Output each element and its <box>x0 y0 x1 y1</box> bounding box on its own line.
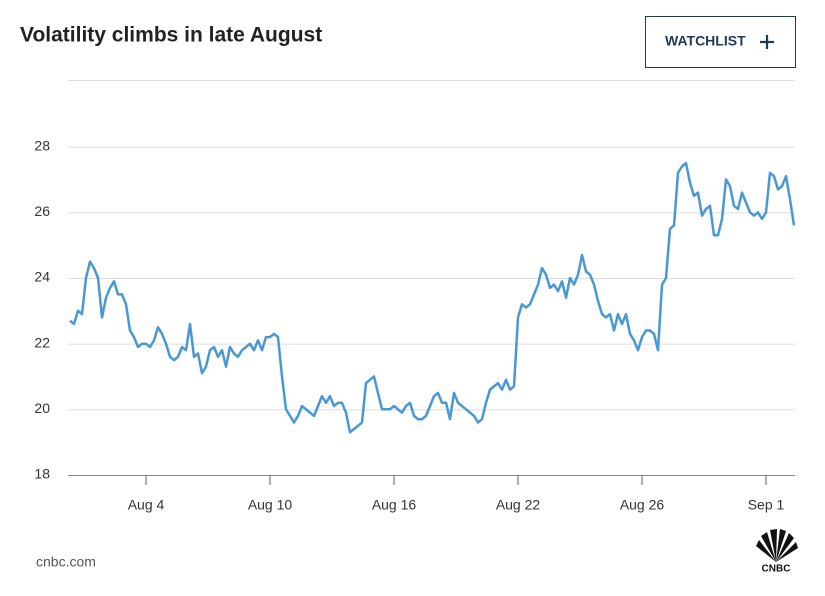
chart-title: Volatility climbs in late August <box>20 24 322 47</box>
logo-icon <box>756 529 798 562</box>
x-tick-label: Sep 1 <box>748 497 785 513</box>
line <box>69 161 796 434</box>
y-tick-label: 22 <box>34 334 50 350</box>
x-tick-label: Aug 16 <box>372 497 417 513</box>
y-tick-label: 18 <box>34 466 50 482</box>
x-tick-label: Aug 4 <box>128 497 165 513</box>
logo: CNBC <box>756 529 798 575</box>
y-tick-label: 28 <box>34 137 50 153</box>
y-tick-label: 26 <box>34 203 50 219</box>
logo-text: CNBC <box>762 564 791 575</box>
source: cnbc.com <box>36 554 96 570</box>
y-tick-label: 24 <box>34 269 50 285</box>
plus-icon[interactable] <box>760 35 774 49</box>
x-tick-label: Aug 10 <box>248 497 293 513</box>
watchlist-button[interactable]: WATCHLIST <box>645 16 796 68</box>
button-label[interactable]: WATCHLIST <box>665 33 746 49</box>
x-tick-label: Aug 22 <box>496 497 541 513</box>
y-tick-label: 20 <box>34 400 50 416</box>
x-tick-label: Aug 26 <box>620 497 665 513</box>
